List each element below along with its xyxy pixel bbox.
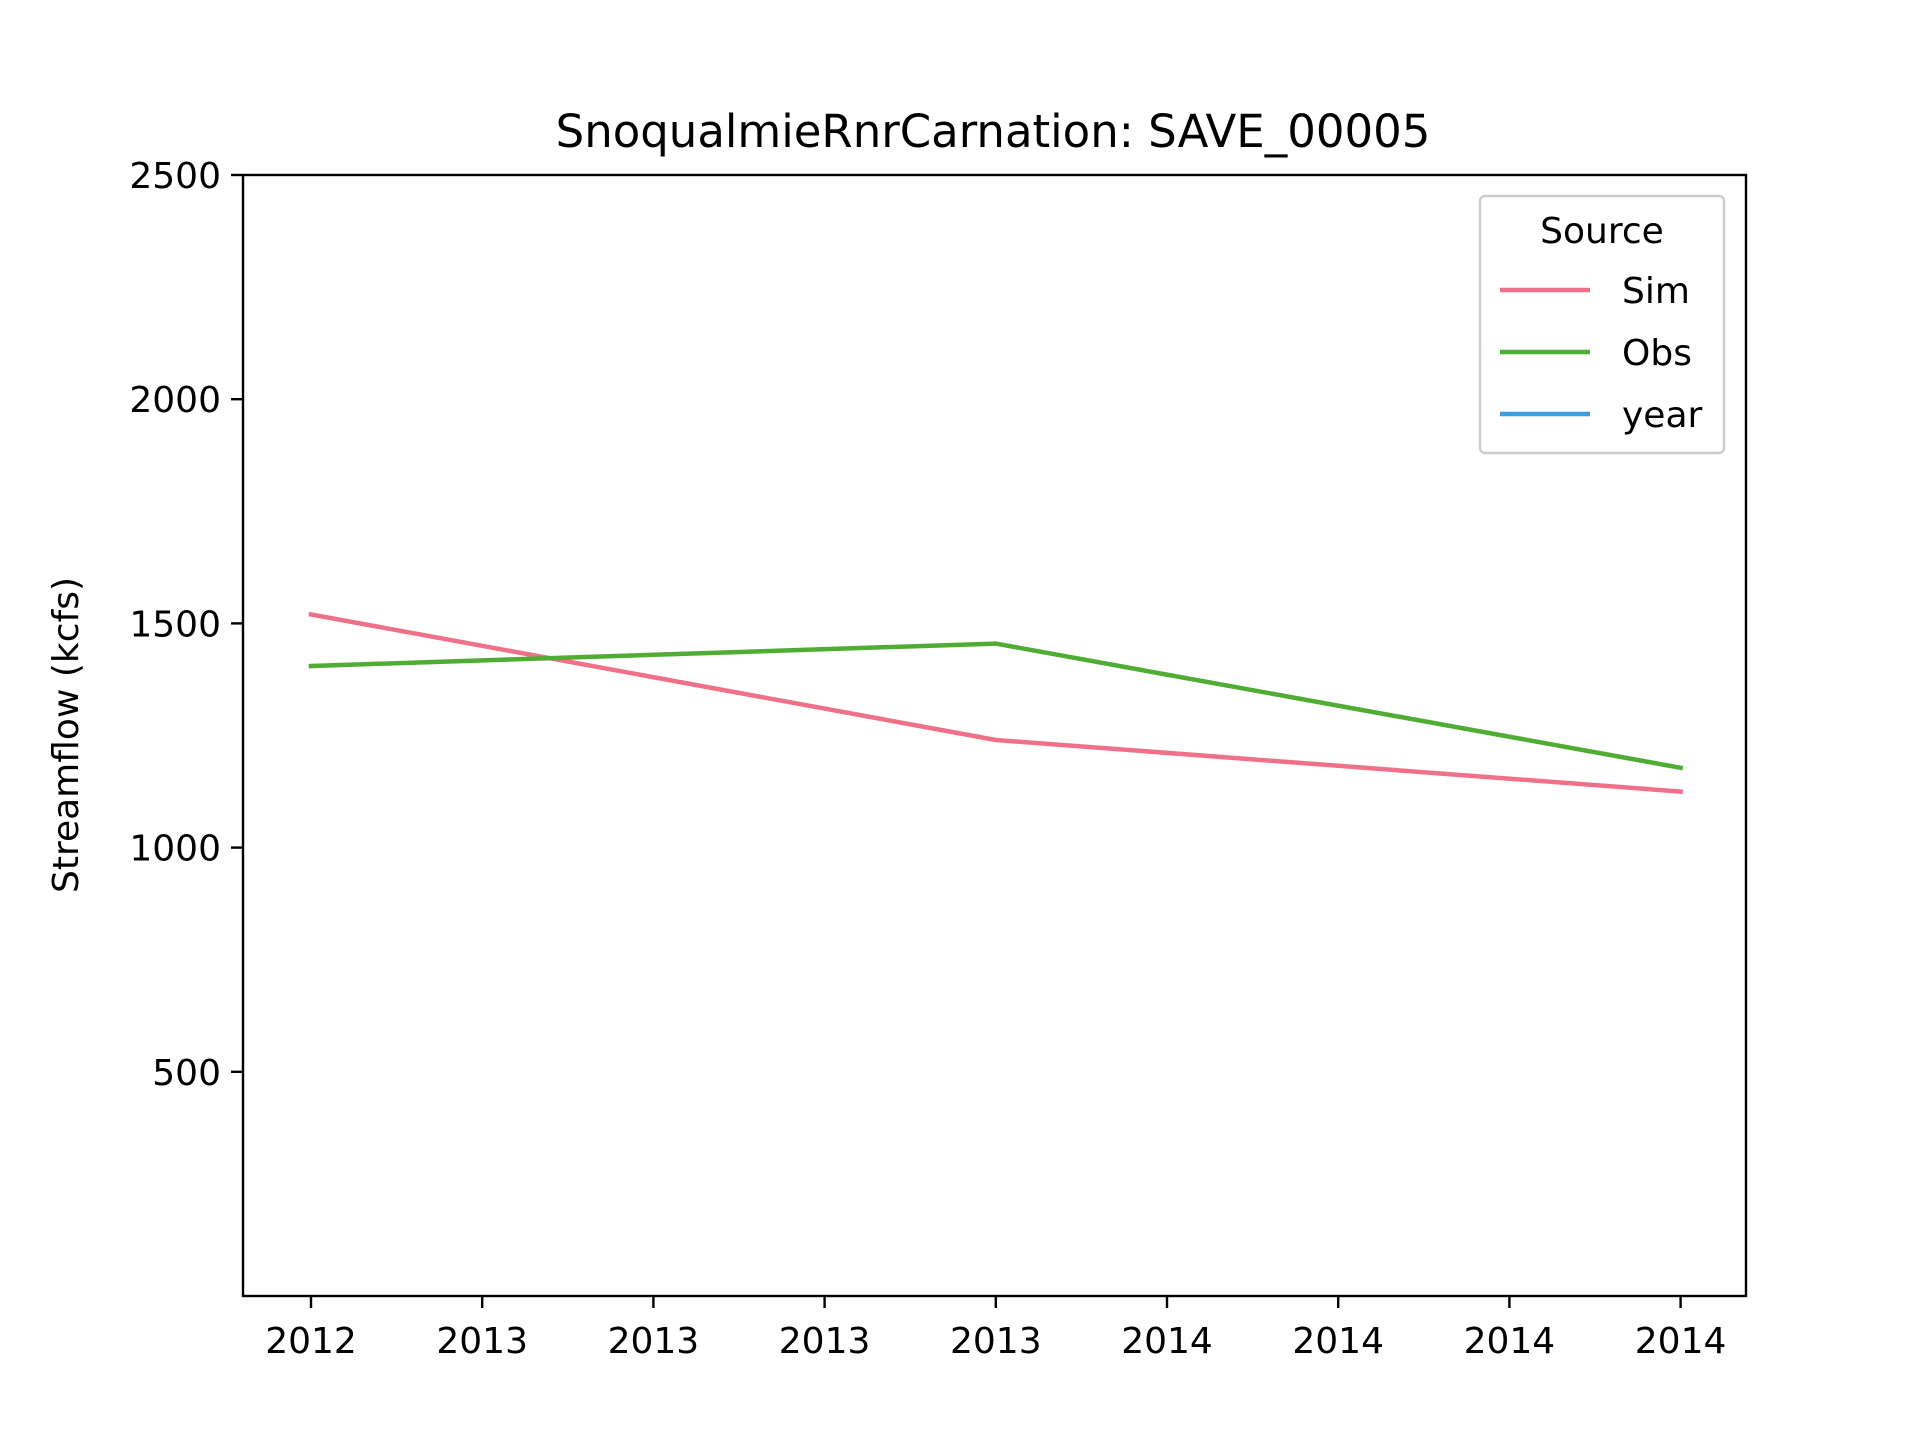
- y-tick-label: 1500: [129, 604, 221, 645]
- series-layer: [308, 611, 1684, 794]
- x-tick-label: 2013: [608, 1321, 700, 1362]
- plot-frame: [241, 173, 1748, 1298]
- y-tick-label: 2000: [129, 380, 221, 421]
- x-tick-label: 2014: [1635, 1321, 1727, 1362]
- legend-entries: Sim Obs year: [1500, 271, 1703, 436]
- legend-label-sim: Sim: [1622, 271, 1690, 312]
- legend-title: Source: [1540, 211, 1664, 252]
- x-tick-label: 2014: [1121, 1321, 1213, 1362]
- x-tick-label: 2014: [1292, 1321, 1384, 1362]
- legend: Source Sim Obs year: [1478, 194, 1726, 455]
- y-axis-label: Streamflow (kcfs): [46, 577, 87, 893]
- legend-label-year: year: [1622, 395, 1703, 436]
- y-tick-label: 500: [152, 1053, 221, 1094]
- legend-label-obs: Obs: [1622, 333, 1692, 374]
- x-tick-label: 2013: [779, 1321, 871, 1362]
- x-axis: 2012 2013 2013 2013 2013 2014 2014 2014 2014: [265, 1296, 1726, 1362]
- chart-title: SnoqualmieRnrCarnation: SAVE_00005: [556, 105, 1431, 158]
- y-tick-label: 2500: [129, 156, 221, 197]
- y-tick-label: 1000: [129, 829, 221, 870]
- x-tick-label: 2013: [950, 1321, 1042, 1362]
- x-tick-label: 2014: [1464, 1321, 1556, 1362]
- series-line-obs: [308, 641, 1684, 771]
- legend-box: [1478, 194, 1726, 455]
- x-tick-label: 2013: [436, 1321, 528, 1362]
- y-axis: 500 1000 1500 2000 2500: [129, 156, 243, 1094]
- x-tick-label: 2012: [265, 1321, 357, 1362]
